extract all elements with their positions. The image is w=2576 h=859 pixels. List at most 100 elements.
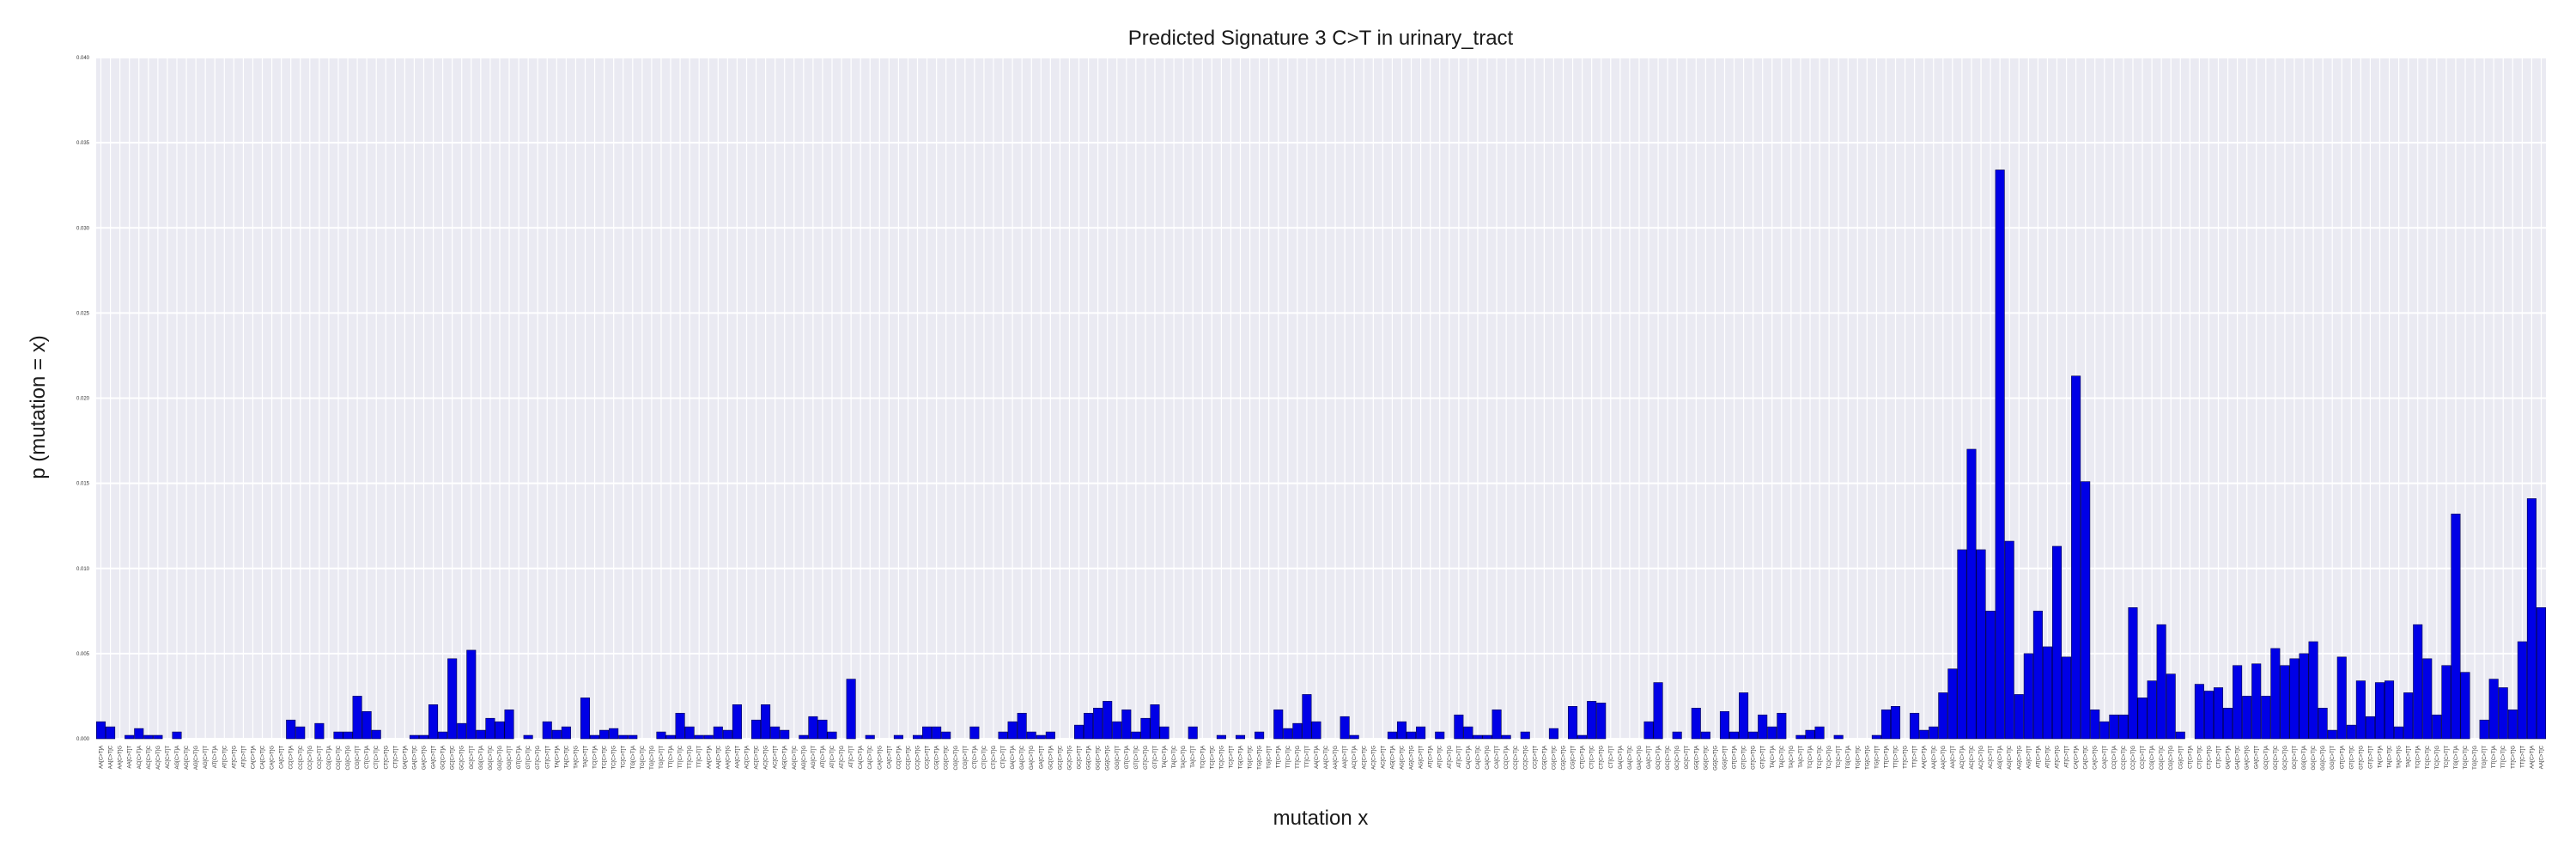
x-tick-label: GT[C>T]A xyxy=(2340,746,2345,769)
x-tick-label: CT[C>T]A xyxy=(2188,746,2193,769)
bar xyxy=(2308,641,2318,740)
bar xyxy=(2488,679,2499,740)
x-tick-label: AC[C>T]T xyxy=(1989,746,1994,769)
x-tick-label: GC[C>T]G xyxy=(460,746,465,771)
x-tick-label: CT[C>T]C xyxy=(2197,745,2202,769)
bar xyxy=(1416,726,1426,740)
bar xyxy=(447,658,458,740)
x-tick-label: CG[C>T]C xyxy=(2160,745,2165,770)
x-tick-label: TG[C>T]A xyxy=(1846,746,1851,769)
bar xyxy=(2432,714,2442,740)
x-tick-label: CC[C>T]A xyxy=(896,746,902,770)
x-tick-label: TC[C>T]T xyxy=(1229,746,1234,769)
x-tick-label: AT[C>T]T xyxy=(1457,746,1462,768)
x-tick-label: GT[C>T]T xyxy=(1761,746,1766,769)
y-tick-label: 0.010 xyxy=(76,567,90,572)
x-tick-label: CA[C>T]G xyxy=(270,746,276,770)
x-tick-label: GT[C>T]C xyxy=(526,745,532,769)
x-tick-label: TT[C>T]G xyxy=(1296,746,1301,769)
x-tick-label: GA[C>T]T xyxy=(1039,746,1044,770)
bar xyxy=(865,734,875,740)
x-tick-label: CA[C>T]A xyxy=(251,746,256,769)
x-tick-label: GA[C>T]A xyxy=(2227,746,2232,770)
x-tick-label: GC[C>T]A xyxy=(1656,746,1662,770)
x-tick-label: CG[C>T]A xyxy=(2150,746,2155,770)
bar xyxy=(1084,712,1094,740)
bar xyxy=(694,734,704,740)
x-tick-label: TC[C>T]C xyxy=(1210,745,1215,769)
bar xyxy=(2327,729,2337,740)
x-tick-label: TG[C>T]G xyxy=(650,746,655,770)
bar xyxy=(551,729,562,740)
bar xyxy=(1520,731,1530,740)
x-tick-label: CT[C>T]G xyxy=(992,746,997,770)
x-tick-label: AA[C>T]A xyxy=(707,746,712,769)
x-tick-label: AT[C>T]C xyxy=(1438,745,1443,768)
bar xyxy=(2099,721,2110,740)
y-tick-label: 0.015 xyxy=(76,482,90,487)
y-tick-label: 0.025 xyxy=(76,311,90,316)
x-tick-label: CC[C>T]A xyxy=(1504,746,1510,770)
x-tick-label: AT[C>T]C xyxy=(2045,745,2050,768)
x-tick-label: TA[C>T]T xyxy=(1799,746,1804,768)
x-tick-label: GC[C>T]A xyxy=(441,746,447,770)
bar xyxy=(1131,731,1141,740)
bar xyxy=(2118,714,2129,740)
bar xyxy=(713,726,723,740)
x-tick-label: GT[C>T]C xyxy=(2349,745,2354,769)
x-tick-label: CC[C>T]G xyxy=(1523,746,1528,771)
bar xyxy=(1880,709,1891,740)
bar xyxy=(2507,709,2518,740)
x-tick-label: TT[C>T]G xyxy=(2511,746,2516,769)
x-tick-label: AC[C>T]T xyxy=(1381,746,1386,769)
x-tick-label: CG[C>T]G xyxy=(954,746,959,771)
x-tick-label: GT[C>T]A xyxy=(1125,746,1130,769)
bar xyxy=(1121,709,1132,740)
bar xyxy=(1255,731,1265,740)
x-tick-label: CT[C>T]G xyxy=(2207,746,2212,770)
bar xyxy=(1406,731,1417,740)
bar xyxy=(580,698,591,740)
bar xyxy=(2032,611,2043,740)
bar xyxy=(2517,641,2527,740)
x-tick-label: CA[C>T]A xyxy=(1467,746,1472,769)
bar xyxy=(799,734,809,740)
x-tick-label: GG[C>T]C xyxy=(1097,745,1102,770)
bar xyxy=(2233,665,2243,740)
bar xyxy=(1758,714,1768,740)
x-tick-label: TA[C>T]G xyxy=(2397,746,2403,769)
bar xyxy=(1235,734,1246,740)
x-tick-label: AA[C>T]A xyxy=(1315,746,1320,769)
bar xyxy=(409,734,419,740)
bar xyxy=(2128,607,2138,740)
x-tick-label: GT[C>T]T xyxy=(1153,746,1158,769)
x-tick-label: AA[C>T]C xyxy=(1324,745,1329,769)
bar xyxy=(922,726,933,740)
x-tick-label: TC[C>T]G xyxy=(612,746,617,770)
x-tick-label: CG[C>T]C xyxy=(337,745,342,770)
bar xyxy=(1691,708,1701,740)
y-tick-label: 0.035 xyxy=(76,141,90,146)
bar xyxy=(2166,673,2176,740)
x-tick-label: TT[C>T]T xyxy=(1305,746,1310,768)
bar xyxy=(371,729,381,740)
bar xyxy=(770,726,781,740)
x-tick-label: TT[C>T]A xyxy=(669,746,674,768)
x-tick-label: CT[C>T]C xyxy=(374,745,380,769)
x-tick-label: TT[C>T]C xyxy=(678,745,683,768)
x-tick-label: GC[C>T]C xyxy=(1058,745,1063,770)
bar xyxy=(1188,726,1198,740)
x-tick-label: AA[C>T]C xyxy=(1932,745,1937,769)
bar xyxy=(1150,704,1160,740)
x-tick-label: CA[C>T]T xyxy=(280,746,285,769)
x-tick-label: AG[C>T]G xyxy=(2017,746,2022,771)
bar xyxy=(1919,729,1929,740)
bar xyxy=(590,734,600,740)
x-tick-label: TC[C>T]G xyxy=(2435,746,2440,770)
x-tick-label: AG[C>T]C xyxy=(2008,745,2013,770)
bar xyxy=(542,721,552,740)
x-tick-label: CA[C>T]C xyxy=(2084,745,2089,769)
x-tick-label: GT[C>T]T xyxy=(545,746,550,769)
x-tick-label: TG[C>T]C xyxy=(2464,745,2469,769)
x-tick-label: AC[C>T]C xyxy=(755,745,760,769)
